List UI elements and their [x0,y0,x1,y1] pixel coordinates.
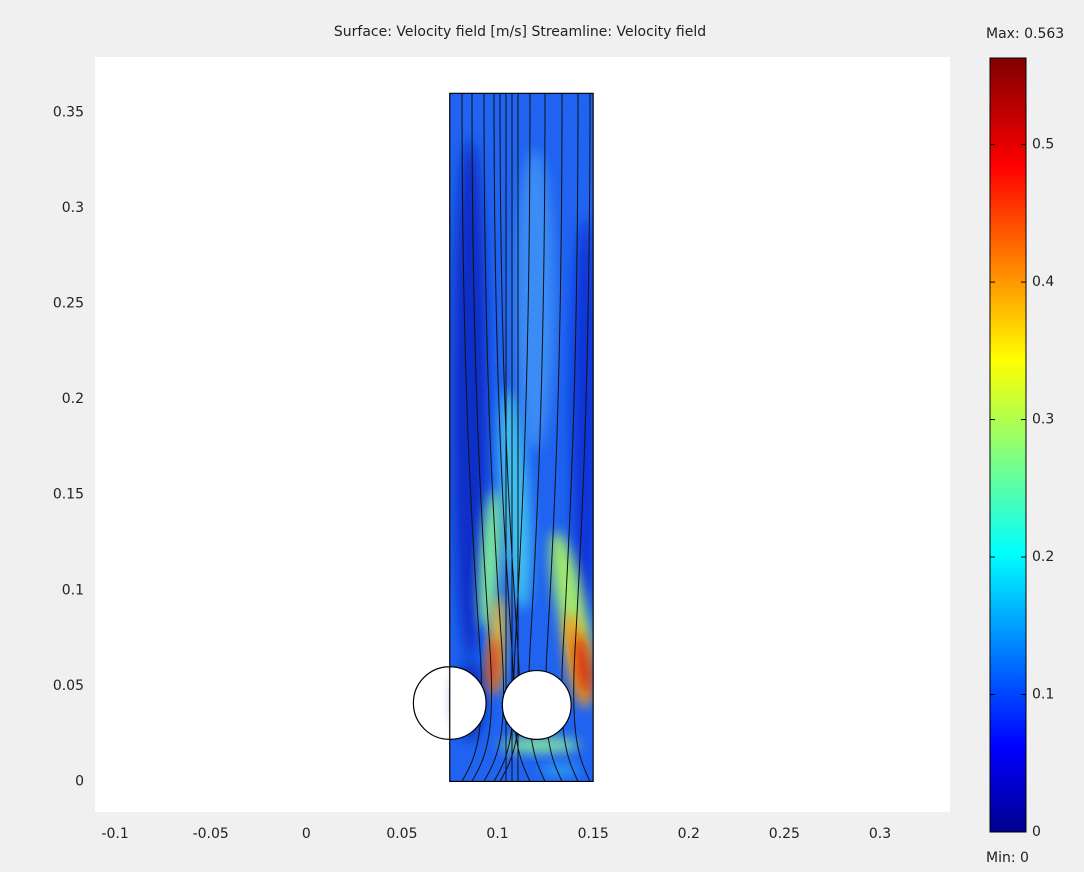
x-tick-label: -0.1 [101,826,128,842]
y-tick-label: 0.15 [53,487,84,503]
x-tick-label: 0.25 [769,826,800,842]
field-shade [540,764,580,776]
x-tick-label: 0.05 [386,826,417,842]
colorbar-tick-label: 0.2 [1032,549,1054,565]
y-tick-label: 0.1 [62,582,84,598]
page: Surface: Velocity field [m/s] Streamline… [0,0,1084,872]
x-tick-label: 0.2 [678,826,700,842]
colorbar-tick-label: 0.5 [1032,137,1054,153]
y-tick-label: 0.05 [53,678,84,694]
y-tick-label: 0.2 [62,391,84,407]
x-tick-label: -0.05 [193,826,229,842]
chart: Surface: Velocity field [m/s] Streamline… [0,0,1084,872]
y-tick-label: 0.35 [53,104,84,120]
x-tick-label: 0.15 [578,826,609,842]
colorbar-tick-label: 0 [1032,824,1041,840]
colorbar-max: Max: 0.563 [986,26,1064,42]
y-tick-label: 0.25 [53,296,84,312]
x-tick-label: 0 [302,826,311,842]
colorbar-min: Min: 0 [986,850,1029,866]
x-tick-label: 0.1 [486,826,508,842]
colorbar-tick-label: 0.4 [1032,274,1054,290]
y-tick-label: 0 [75,773,84,789]
colorbar-tick-label: 0.3 [1032,412,1054,428]
y-tick-label: 0.3 [62,200,84,216]
chart-title: Surface: Velocity field [m/s] Streamline… [334,24,706,40]
colorbar-tick-label: 0.1 [1032,687,1054,703]
field-shade [515,150,555,450]
x-tick-label: 0.3 [869,826,891,842]
colorbar-gradient [990,58,1026,832]
colorbar: Max: 0.563 Min: 00 0.1 0.2 0.3 0.4 0.5 [986,26,1064,866]
